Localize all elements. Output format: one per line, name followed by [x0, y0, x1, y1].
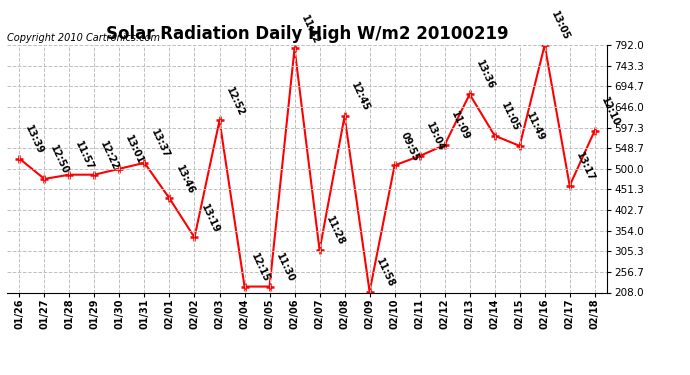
Text: 12:50: 12:50	[48, 144, 71, 176]
Text: 13:19: 13:19	[199, 202, 221, 235]
Text: 13:46: 13:46	[174, 164, 196, 196]
Text: 11:57: 11:57	[74, 140, 96, 172]
Text: 12:15: 12:15	[248, 252, 271, 284]
Text: 13:04: 13:04	[424, 121, 446, 153]
Text: 13:37: 13:37	[148, 128, 171, 160]
Text: 12:52: 12:52	[224, 86, 246, 118]
Text: 13:39: 13:39	[23, 123, 46, 156]
Text: 11:09: 11:09	[448, 110, 471, 142]
Text: 11:05: 11:05	[499, 100, 521, 133]
Text: 12:10: 12:10	[599, 96, 621, 128]
Text: 11:49: 11:49	[524, 111, 546, 143]
Text: 13:17: 13:17	[574, 151, 596, 183]
Text: 11:30: 11:30	[274, 252, 296, 284]
Text: 12:45: 12:45	[348, 81, 371, 113]
Text: 12:22: 12:22	[99, 140, 121, 172]
Text: 13:01: 13:01	[124, 134, 146, 166]
Text: 09:55: 09:55	[399, 130, 421, 163]
Text: 11:58: 11:58	[374, 256, 396, 289]
Text: 11:28: 11:28	[324, 215, 346, 248]
Text: 13:05: 13:05	[549, 10, 571, 42]
Text: 13:36: 13:36	[474, 59, 496, 92]
Text: 11:42: 11:42	[299, 13, 321, 46]
Title: Solar Radiation Daily High W/m2 20100219: Solar Radiation Daily High W/m2 20100219	[106, 26, 509, 44]
Text: Copyright 2010 Cartronics.com: Copyright 2010 Cartronics.com	[7, 33, 160, 42]
